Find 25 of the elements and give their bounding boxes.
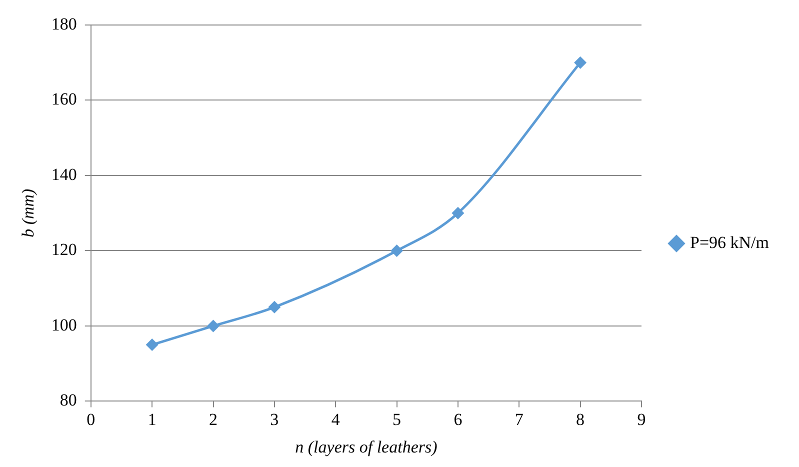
y-tick-label: 120 <box>51 240 77 260</box>
x-tick-label: 7 <box>514 410 524 429</box>
point <box>146 339 158 351</box>
y-axis-title: b (mm) <box>18 188 38 238</box>
x-tick-label: 4 <box>331 410 340 429</box>
legend-label: P=96 kN/m <box>690 232 769 252</box>
x-tick-label: 8 <box>576 410 585 429</box>
x-tick-label: 6 <box>454 410 462 429</box>
point <box>208 320 219 332</box>
y-tick-label: 140 <box>51 164 77 184</box>
point <box>452 207 464 219</box>
y-tick-label: 180 <box>51 14 77 34</box>
y-tick-label: 160 <box>51 90 77 109</box>
y-tick-label: 100 <box>51 315 77 334</box>
x-tick-label: 5 <box>392 410 402 429</box>
x-tick-label: 2 <box>209 410 218 429</box>
x-axis-title: n (layers of leathers) <box>295 437 438 456</box>
x-tick-label: 3 <box>270 410 279 429</box>
point <box>391 244 403 256</box>
x-tick-label: 0 <box>86 410 96 429</box>
point <box>574 56 586 68</box>
y-tick-label: 80 <box>60 390 77 410</box>
x-tick-label: 1 <box>148 410 156 429</box>
point <box>268 301 280 313</box>
x-tick-label: 9 <box>637 410 646 429</box>
